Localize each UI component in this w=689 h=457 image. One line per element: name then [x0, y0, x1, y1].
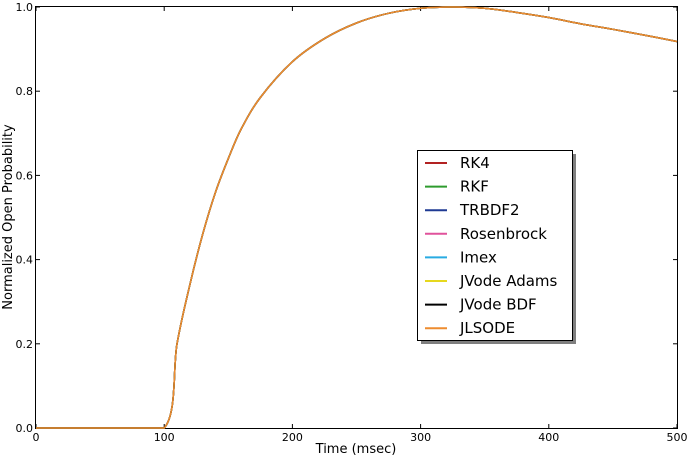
- legend-box: [417, 150, 573, 341]
- legend-label-imex: Imex: [460, 248, 497, 266]
- y-axis-ticks: 0.0 0.2 0.4 0.6 0.8 1.0: [16, 1, 677, 435]
- legend-label-trbdf2: TRBDF2: [459, 201, 520, 219]
- plot-frame: [35, 6, 678, 429]
- x-tick-label: 200: [282, 431, 303, 444]
- legend: RK4 RKF TRBDF2 Rosenbrock Imex JVode Adams JVo…: [417, 150, 576, 344]
- x-axis-label: Time (msec): [315, 442, 397, 457]
- y-tick-label: 1.0: [16, 1, 34, 14]
- y-axis-label: Normalized Open Probability: [1, 124, 16, 310]
- y-tick-label: 0.4: [16, 254, 34, 267]
- legend-label-jlsode: JLSODE: [459, 319, 515, 337]
- legend-label-jvode-bdf: JVode BDF: [459, 296, 537, 314]
- series-line-jlsode: [36, 6, 678, 429]
- legend-label-jvode-adams: JVode Adams: [459, 272, 558, 290]
- x-axis-ticks: 0 100 200 300 400 500: [33, 7, 688, 444]
- x-tick-label: 500: [667, 431, 688, 444]
- legend-label-rk4: RK4: [460, 154, 490, 172]
- x-tick-label: 100: [154, 431, 175, 444]
- legend-label-rosenbrock: Rosenbrock: [460, 225, 547, 243]
- legend-label-rkf: RKF: [460, 178, 489, 196]
- y-tick-label: 0.2: [16, 338, 34, 351]
- legend-entries: RK4 RKF TRBDF2 Rosenbrock Imex JVode Adams JVo…: [425, 154, 558, 337]
- x-tick-label: 0: [33, 431, 40, 444]
- y-tick-label: 0.6: [16, 169, 34, 182]
- y-tick-label: 0.8: [16, 85, 34, 98]
- series-lines: [36, 6, 678, 429]
- x-tick-label: 400: [538, 431, 559, 444]
- x-tick-label: 300: [410, 431, 431, 444]
- y-tick-label: 0.0: [16, 422, 34, 435]
